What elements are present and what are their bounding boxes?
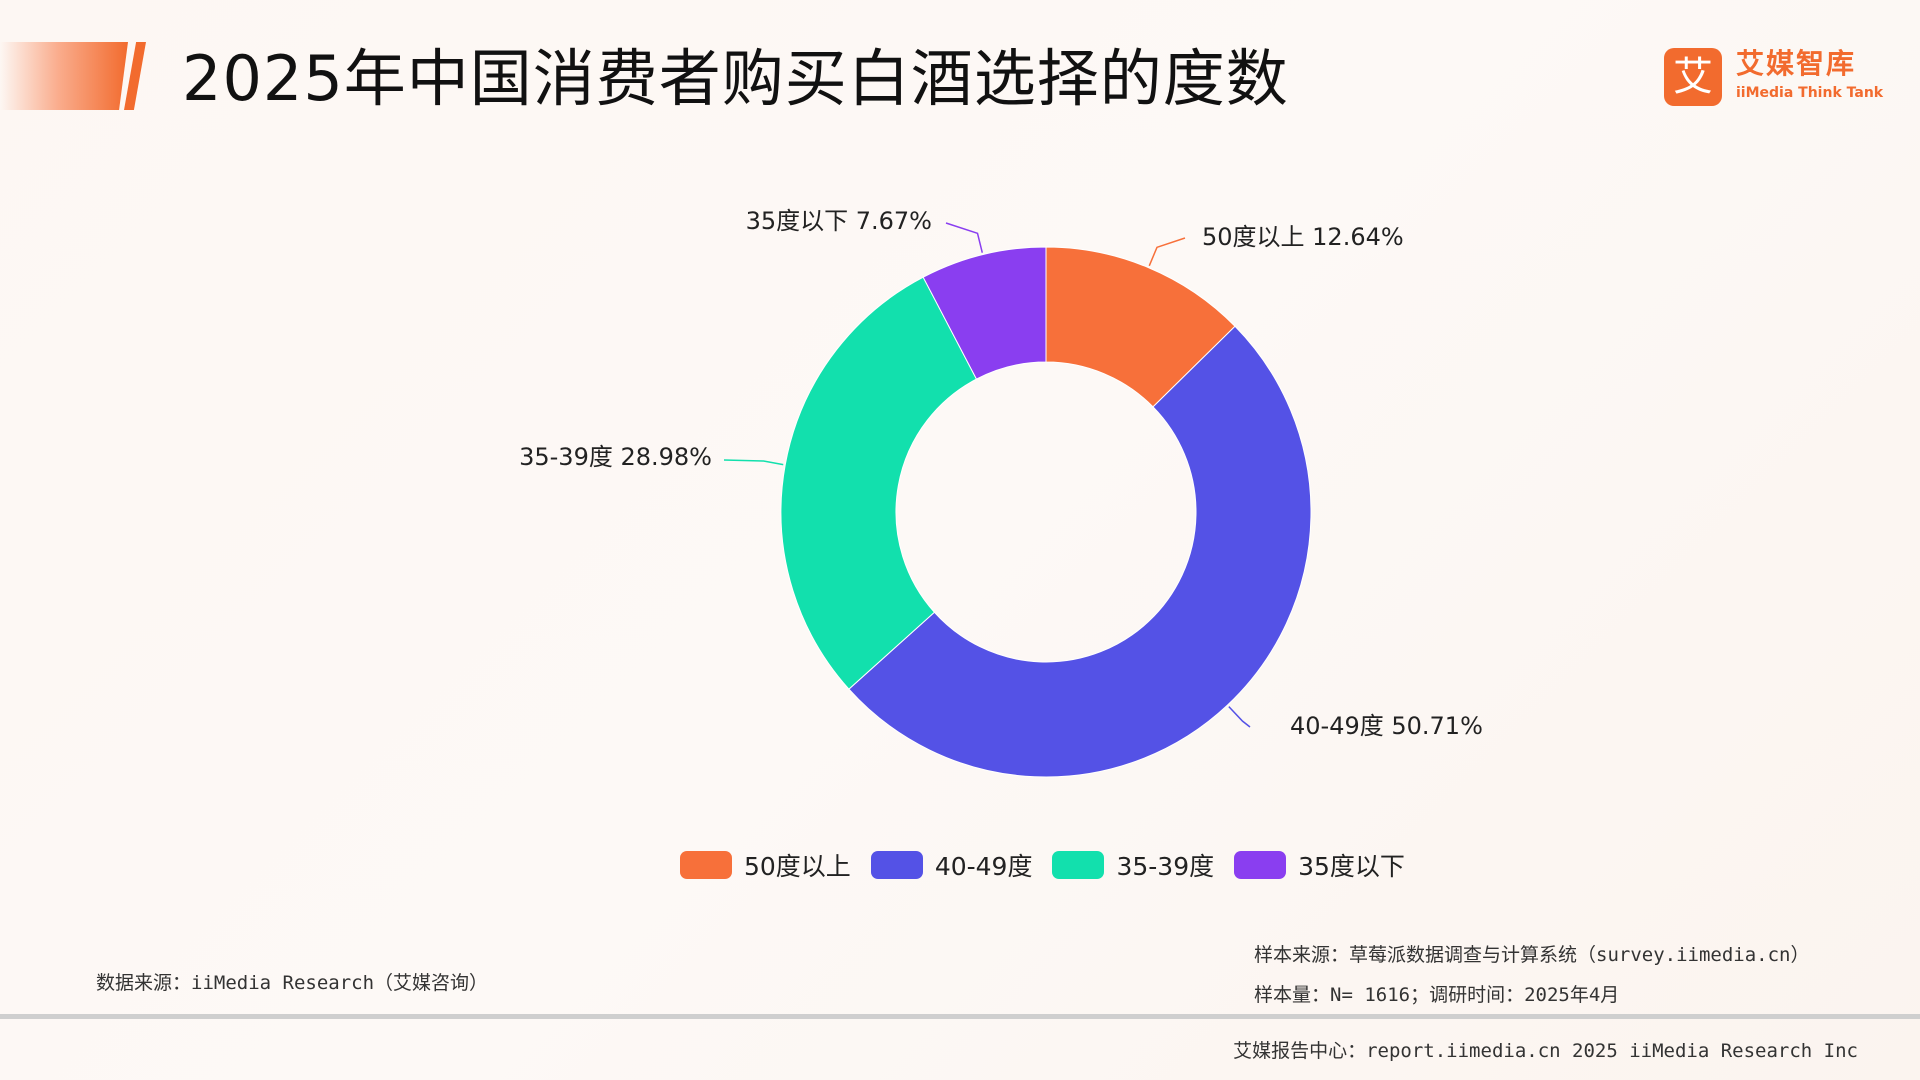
logo-name-en: iiMedia Think Tank (1736, 85, 1884, 101)
donut-slice-35-39 (780, 276, 978, 690)
legend-label-40-49: 40-49度 (934, 852, 1033, 881)
legend-label-50-plus: 50度以上 (744, 852, 851, 881)
chart-legend: 50度以上 40-49度 35-39度 35度以下 (680, 840, 1420, 890)
data-label-below-35: 35度以下 7.67% (746, 207, 932, 235)
sample-size: 样本量：N= 1616；调研时间：2025年4月 (1254, 984, 1620, 1006)
legend-item-50-plus: 50度以上 (680, 847, 851, 883)
legend-swatch-below-35 (1234, 851, 1287, 879)
legend-label-below-35: 35度以下 (1298, 852, 1405, 881)
legend-item-below-35: 35度以下 (1234, 847, 1405, 883)
footer-copyright: 艾媒报告中心：report.iimedia.cn 2025 iiMedia Re… (1233, 1040, 1858, 1062)
sample-source: 样本来源：草莓派数据调查与计算系统（survey.iimedia.cn） (1254, 944, 1810, 966)
legend-item-40-49: 40-49度 (870, 847, 1033, 883)
data-source: 数据来源：iiMedia Research（艾媒咨询） (96, 972, 489, 994)
data-label-50-plus: 50度以上 12.64% (1202, 223, 1404, 251)
title-accent-bar (0, 42, 128, 110)
legend-swatch-50-plus (680, 851, 732, 879)
page-title: 2025年中国消费者购买白酒选择的度数 (182, 42, 1289, 115)
logo-mark: 艾 (1664, 48, 1722, 106)
donut-slice-below-35 (922, 246, 1047, 380)
legend-label-35-39: 35-39度 (1116, 852, 1215, 881)
donut-slice-40-49 (848, 325, 1312, 778)
data-label-40-49: 40-49度 50.71% (1290, 712, 1483, 740)
iimedia-logo: 艾 艾媒智库 iiMedia Think Tank (1664, 46, 1883, 108)
data-label-35-39: 35-39度 28.98% (519, 443, 712, 471)
legend-swatch-35-39 (1052, 851, 1105, 879)
leader-line-below-35 (945, 222, 984, 253)
leader-line-50-plus (1148, 237, 1186, 267)
leader-line-40-49 (1228, 706, 1251, 728)
legend-swatch-40-49 (870, 851, 923, 879)
legend-item-35-39: 35-39度 (1052, 847, 1214, 883)
leader-line-35-39 (723, 459, 784, 466)
logo-name-cn: 艾媒智库 (1736, 47, 1857, 80)
footer-divider (0, 1014, 1920, 1019)
